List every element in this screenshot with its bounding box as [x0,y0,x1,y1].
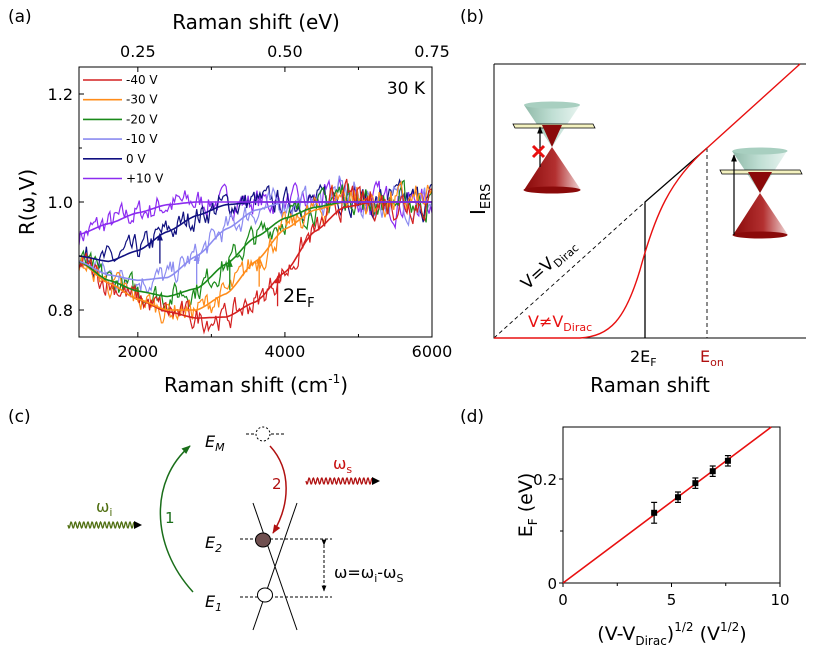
data-point [651,501,658,524]
relaxation-arrow-2 [269,445,287,534]
legend-label: 0 V [126,152,146,166]
data-point [692,477,699,489]
energy-relation-label: ω=ωi-ωS [334,563,403,585]
2ef-arrowhead [156,232,163,241]
fit-line [562,426,772,584]
panel-d-chart: 0 5 10 0 0.2 EF (eV) (V-VDirac)1/2 (V1/2) [515,426,790,648]
data-trace--40V [79,178,432,335]
dirac-cone-inset-blocked [512,101,596,194]
point-marker [692,480,699,487]
panel-label-a: (a) [8,7,32,27]
tick-eon: Eon [700,347,724,369]
legend-item: -30 V [83,93,158,107]
data-point [724,455,731,467]
label-e2: E2 [205,533,222,555]
legend: -40 V -30 V -20 V -10 V 0 V +10 V [83,73,164,186]
forbidden-x-icon [531,144,546,159]
legend-item: 0 V [83,152,146,166]
dirac-curve [644,147,708,338]
panel-b-schematic: V=VDirac V≠VDirac 2EF Eon IERS Raman shi… [466,63,806,397]
x-tick-label: 0 [558,591,568,609]
x-axis-label-d: (V-VDirac)1/2 (V1/2) [597,620,746,648]
label-v-equals-vdirac: V=VDirac [517,235,581,296]
data-trace--30V [79,180,432,324]
virtual-state-circle [255,426,271,442]
data-point [709,465,716,477]
incident-photon-wave [67,520,135,530]
y-tick-label: 0 [547,575,557,593]
panel-label-d: (d) [460,407,484,427]
legend-label: -30 V [126,93,158,107]
excitation-arrow-1 [159,445,194,593]
x-tick-label: 6000 [412,342,453,361]
label-em: EM [205,432,225,454]
x-tick-label: 10 [770,591,789,609]
point-marker [675,494,682,501]
step-2-label: 2 [272,475,282,493]
legend-item: -20 V [83,112,158,126]
2ef-arrowhead [226,258,233,267]
legend-label: +10 V [126,172,164,186]
step-1-label: 1 [165,509,175,527]
dirac-band-line [252,502,298,631]
data-trace-+10V [79,177,432,246]
y-axis-label-ef: EF (eV) [515,473,540,537]
legend-item: -40 V [83,73,158,87]
panel-a-ticks: 2000 4000 6000 0.25 0.50 0.75 0.8 1.0 1.2 [48,42,453,361]
x-axis-label: Raman shift (cm-1) [164,372,348,397]
legend-label: -10 V [126,132,158,146]
2ef-arrowhead [193,253,200,261]
panel-a-plot-area [78,175,432,335]
arrowhead-icon [372,477,380,485]
x2-tick-label: 0.75 [414,42,450,61]
y-tick-label: 0.2 [533,471,557,489]
legend-label: -20 V [126,112,158,126]
legend-label: -40 V [126,73,158,87]
x-axis-label-b: Raman shift [590,373,710,397]
legend-item: -10 V [83,132,158,146]
hole-open-circle [257,587,273,603]
data-point [675,491,682,503]
arrowhead-icon [134,521,142,529]
panel-c-diagram: EM 1 2 ωs ωi E2 E1 ω=ωi-ωS [67,426,403,631]
point-marker [724,457,731,464]
legend-item: +10 V [83,172,164,186]
dirac-cone-inset-allowed [719,147,803,239]
2ef-arrowhead [274,275,281,284]
omega-i-label: ωi [96,497,112,519]
top-axis-title: Raman shift (eV) [172,10,340,34]
fit-curve-+10V [78,201,432,236]
electron-filled-circle [255,532,271,548]
panel-d-plot-area: 0 5 10 0 0.2 [533,426,790,609]
omega-s-label: ωs [333,454,352,476]
x2-tick-label: 0.50 [267,42,303,61]
panel-label-c: (c) [8,407,31,427]
tick-2ef: 2EF [630,347,657,369]
point-marker [651,509,658,516]
x-tick-label: 4000 [265,342,306,361]
x-tick-label: 5 [667,591,677,609]
x-tick-label: 2000 [117,342,158,361]
fit-curve--40V [78,201,432,319]
y-tick-label: 0.8 [48,301,73,320]
scattered-photon-wave [305,476,373,486]
label-v-not-vdirac: V≠VDirac [528,312,592,334]
y-axis-label: R(ω,V) [15,169,39,235]
point-marker [709,468,716,475]
annotation-2ef: 2EF [283,285,315,311]
y-tick-label: 1.2 [48,85,73,104]
nondirac-curve [494,63,801,339]
dirac-extrapolation-dashed [493,201,646,339]
y-tick-label: 1.0 [48,193,73,212]
label-e1: E1 [205,592,222,614]
panel-a-chart: Raman shift (eV) 2000 4000 6000 0.25 0.50 0.7… [15,10,452,397]
y-axis-label-iers: IERS [466,184,494,215]
2ef-arrowhead [256,255,263,264]
panel-label-b: (b) [460,7,484,27]
x2-tick-label: 0.25 [120,42,156,61]
temperature-label: 30 K [387,79,426,99]
